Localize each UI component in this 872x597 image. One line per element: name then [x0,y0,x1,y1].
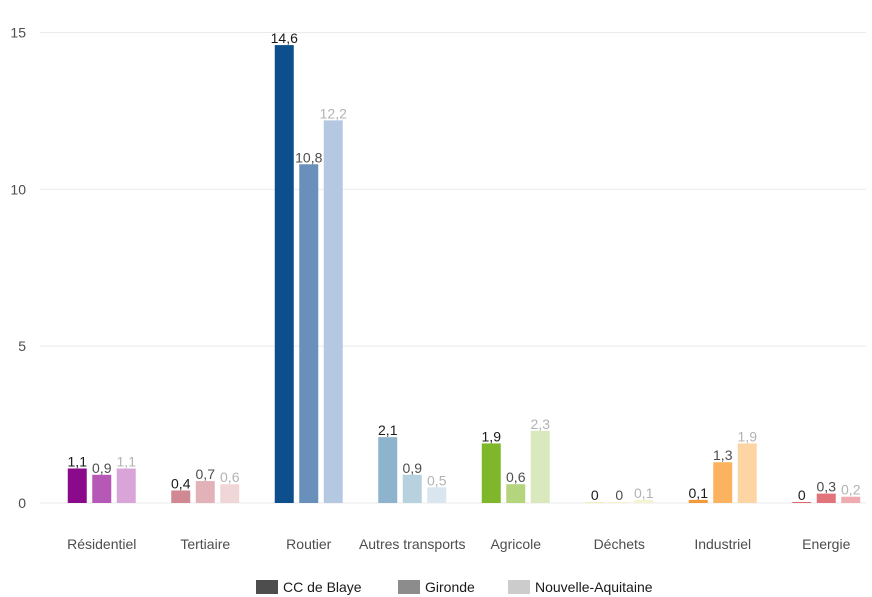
bar [841,496,861,503]
legend-swatch [508,580,530,594]
data-label: 0,5 [427,472,447,488]
x-tick-label: Agricole [490,536,541,552]
data-label: 0 [798,487,806,503]
bar [116,468,136,503]
bar [92,474,112,503]
x-tick-label: Tertiaire [180,536,230,552]
data-label: 12,2 [320,105,347,121]
x-tick-label: Industriel [694,536,751,552]
bar [402,474,422,503]
data-label: 0,1 [689,485,709,501]
bar [634,499,654,503]
bars [67,45,861,504]
legend-label: Nouvelle-Aquitaine [535,579,653,595]
bar [299,164,319,504]
x-tick-label: Energie [802,536,850,552]
bar [609,502,629,503]
bar [530,430,550,503]
data-label: 0,3 [817,479,837,495]
bar [737,443,757,503]
x-tick-label: Résidentiel [67,536,136,552]
data-label: 0,2 [841,482,861,498]
bar [816,493,836,503]
y-tick-label: 15 [10,25,26,41]
data-label: 2,3 [531,416,551,432]
data-label: 1,9 [482,428,502,444]
y-tick-label: 0 [18,495,26,511]
data-label: 0,9 [92,460,112,476]
bar [171,490,191,503]
legend: CC de Blaye Gironde Nouvelle-Aquitaine [256,579,653,595]
bar [323,120,343,503]
y-axis: 0 5 10 15 [10,25,26,511]
data-label: 0,7 [196,466,216,482]
data-label: 1,3 [713,447,733,463]
data-label: 0,4 [171,475,191,491]
data-label: 0 [615,487,623,503]
data-label: 1,9 [738,428,758,444]
data-label: 0 [591,487,599,503]
bar [688,499,708,503]
legend-label: CC de Blaye [283,579,362,595]
bar [792,502,812,503]
data-label: 14,6 [271,30,298,46]
bar [427,487,447,503]
x-tick-label: Déchets [594,536,645,552]
bar [67,468,87,503]
y-tick-label: 5 [18,338,26,354]
data-label: 0,1 [634,485,654,501]
data-label: 1,1 [68,454,88,470]
data-label: 0,6 [506,469,526,485]
x-axis: Résidentiel Tertiaire Routier Autres transp… [67,536,850,552]
data-label: 10,8 [295,149,322,165]
bar [506,484,526,503]
bar [378,437,398,503]
x-tick-label: Routier [286,536,331,552]
x-tick-label: Autres transports [359,536,466,552]
data-label: 0,9 [403,460,423,476]
bar [481,443,501,503]
legend-swatch [398,580,420,594]
legend-swatch [256,580,278,594]
data-label: 0,6 [220,469,240,485]
bar [585,502,605,503]
data-label: 1,1 [117,454,137,470]
data-label: 2,1 [378,422,398,438]
legend-label: Gironde [425,579,475,595]
bar [274,45,294,503]
data-labels: 1,1 0,9 1,10,40,7 0,614,610,812,22,10,90,51… [68,30,861,503]
bar [195,481,215,503]
y-tick-label: 10 [10,181,26,197]
bar [220,484,240,503]
bar [713,462,733,503]
